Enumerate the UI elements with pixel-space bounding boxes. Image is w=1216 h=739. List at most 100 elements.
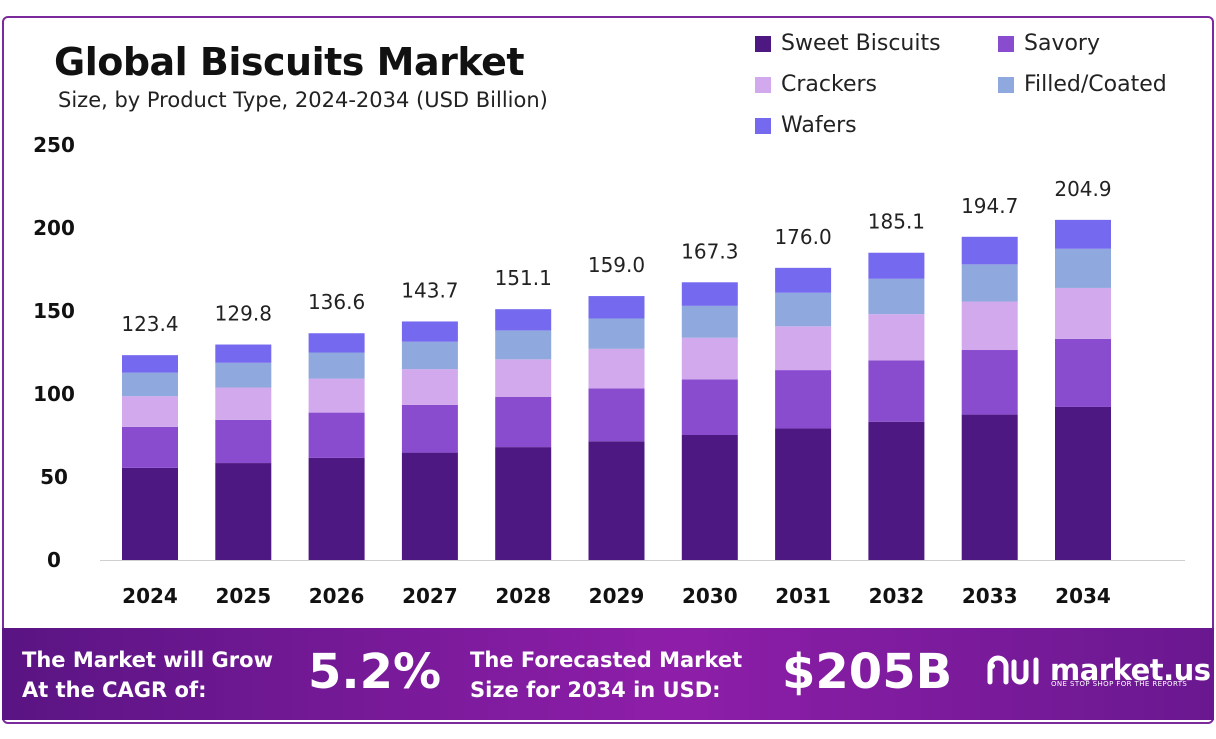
x-tick-label: 2027 bbox=[402, 584, 458, 608]
bar-segment-savory-2033 bbox=[961, 350, 1018, 415]
bar-segment-crackers-2029 bbox=[588, 348, 645, 389]
bar-segment-crackers-2031 bbox=[775, 326, 832, 371]
x-tick-label: 2024 bbox=[122, 584, 178, 608]
bar-segment-savory-2028 bbox=[495, 396, 552, 448]
bar-segment-wafers-2026 bbox=[308, 333, 365, 353]
bar-segment-savory-2025 bbox=[215, 419, 272, 464]
y-tick-label: 250 bbox=[33, 133, 75, 157]
forecast-label-line1: The Forecasted Market bbox=[470, 648, 743, 672]
legend-item-savory: Savory bbox=[998, 31, 1100, 56]
bar-segment-wafers-2027 bbox=[401, 321, 458, 342]
bar-segment-savory-2026 bbox=[308, 412, 365, 458]
legend-label: Filled/Coated bbox=[1024, 72, 1167, 97]
x-tick-label: 2031 bbox=[775, 584, 831, 608]
x-tick-label: 2029 bbox=[589, 584, 645, 608]
bar-segment-crackers-2034 bbox=[1055, 287, 1111, 339]
bar-segment-sweet-biscuits-2024 bbox=[122, 467, 178, 560]
bar-segment-sweet-biscuits-2033 bbox=[961, 414, 1018, 560]
bar-segment-crackers-2032 bbox=[868, 314, 925, 361]
cagr-label-line1: The Market will Grow bbox=[22, 648, 273, 672]
bar-segment-filled-coated-2030 bbox=[681, 305, 738, 338]
x-tick-label: 2025 bbox=[215, 584, 271, 608]
bar-segment-wafers-2032 bbox=[868, 252, 925, 279]
market-us-logo-icon bbox=[987, 655, 1039, 685]
bar-segment-wafers-2029 bbox=[588, 296, 645, 319]
y-tick-label: 200 bbox=[33, 216, 75, 240]
bar-segment-savory-2034 bbox=[1055, 338, 1111, 407]
bar-chart: 0 50 100 150 200 250 123.4 2024 129.8 2025 136.6 20… bbox=[33, 133, 1185, 608]
bar-segment-sweet-biscuits-2025 bbox=[215, 463, 272, 560]
bar-segment-filled-coated-2024 bbox=[122, 372, 178, 397]
bar-segment-crackers-2028 bbox=[495, 359, 552, 397]
x-tick-label: 2026 bbox=[309, 584, 365, 608]
bar-segment-wafers-2034 bbox=[1055, 219, 1111, 249]
bar-segment-wafers-2033 bbox=[961, 236, 1018, 265]
bar-segment-sweet-biscuits-2029 bbox=[588, 441, 645, 560]
bar-segment-savory-2029 bbox=[588, 388, 645, 442]
bar-segment-wafers-2024 bbox=[122, 355, 178, 373]
legend-item-sweet-biscuits: Sweet Biscuits bbox=[755, 31, 941, 56]
bar-segment-sweet-biscuits-2030 bbox=[681, 435, 738, 560]
bar-segment-savory-2027 bbox=[401, 404, 458, 453]
y-tick-label: 100 bbox=[33, 382, 75, 406]
legend-swatch bbox=[755, 117, 771, 134]
bar-segment-crackers-2027 bbox=[401, 369, 458, 405]
bar-total-label: 204.9 bbox=[1054, 177, 1111, 201]
bar-segment-crackers-2033 bbox=[961, 301, 1018, 351]
forecast-value: $205B bbox=[782, 644, 953, 700]
forecast-label: The Forecasted Market Size for 2034 in U… bbox=[470, 645, 742, 705]
bar-segment-wafers-2030 bbox=[681, 282, 738, 306]
bar-segment-wafers-2028 bbox=[495, 309, 552, 331]
bar-total-label: 176.0 bbox=[774, 225, 831, 249]
legend-label: Sweet Biscuits bbox=[781, 31, 941, 56]
bar-segment-filled-coated-2025 bbox=[215, 362, 272, 388]
bar-segment-sweet-biscuits-2032 bbox=[868, 421, 925, 560]
x-tick-label: 2034 bbox=[1055, 584, 1111, 608]
bar-total-label: 129.8 bbox=[215, 302, 272, 326]
bar-segment-sweet-biscuits-2026 bbox=[308, 457, 365, 560]
bar-segment-savory-2030 bbox=[681, 379, 738, 436]
bar-segment-filled-coated-2033 bbox=[961, 264, 1018, 302]
legend-swatch bbox=[755, 76, 771, 93]
bar-segment-savory-2031 bbox=[775, 370, 832, 429]
legend-swatch bbox=[998, 76, 1014, 93]
cagr-label-line2: At the CAGR of: bbox=[22, 678, 207, 702]
bar-total-label: 123.4 bbox=[121, 312, 178, 336]
y-tick-label: 0 bbox=[47, 548, 61, 572]
bar-segment-crackers-2030 bbox=[681, 337, 738, 380]
y-tick-label: 50 bbox=[40, 465, 68, 489]
legend-label: Savory bbox=[1024, 31, 1100, 56]
bar-segment-sweet-biscuits-2031 bbox=[775, 428, 832, 560]
x-tick-label: 2028 bbox=[495, 584, 551, 608]
bar-segment-filled-coated-2028 bbox=[495, 330, 552, 360]
forecast-label-line2: Size for 2034 in USD: bbox=[470, 678, 721, 702]
cagr-value: 5.2% bbox=[308, 644, 442, 700]
bar-segment-filled-coated-2031 bbox=[775, 292, 832, 327]
legend-item-crackers: Crackers bbox=[755, 72, 877, 97]
cagr-label: The Market will Grow At the CAGR of: bbox=[22, 645, 273, 705]
bar-segment-filled-coated-2027 bbox=[401, 341, 458, 370]
legend-swatch bbox=[998, 35, 1014, 52]
bar-total-label: 159.0 bbox=[588, 253, 645, 277]
bar-total-label: 143.7 bbox=[401, 278, 458, 302]
x-tick-label: 2033 bbox=[962, 584, 1018, 608]
bar-total-label: 151.1 bbox=[495, 266, 552, 290]
bar-segment-sweet-biscuits-2034 bbox=[1055, 406, 1111, 560]
bar-segment-savory-2024 bbox=[122, 426, 178, 468]
x-tick-label: 2030 bbox=[682, 584, 738, 608]
bar-total-label: 185.1 bbox=[868, 210, 925, 234]
chart-subtitle: Size, by Product Type, 2024-2034 (USD Bi… bbox=[58, 88, 548, 112]
brand-tagline: ONE STOP SHOP FOR THE REPORTS bbox=[1051, 680, 1188, 688]
bar-segment-filled-coated-2032 bbox=[868, 278, 925, 315]
bar-segment-wafers-2031 bbox=[775, 267, 832, 293]
brand-logo: market.us ONE STOP SHOP FOR THE REPORTS bbox=[986, 652, 1211, 688]
legend-swatch bbox=[755, 35, 771, 52]
bar-segment-crackers-2025 bbox=[215, 387, 272, 420]
x-tick-label: 2032 bbox=[869, 584, 925, 608]
bar-segment-crackers-2024 bbox=[122, 396, 178, 427]
legend-item-filled-coated: Filled/Coated bbox=[998, 72, 1167, 97]
brand-name: market.us bbox=[1050, 653, 1211, 687]
legend-item-wafers: Wafers bbox=[755, 113, 857, 138]
bar-total-label: 167.3 bbox=[681, 239, 738, 263]
bar-total-label: 194.7 bbox=[961, 194, 1018, 218]
